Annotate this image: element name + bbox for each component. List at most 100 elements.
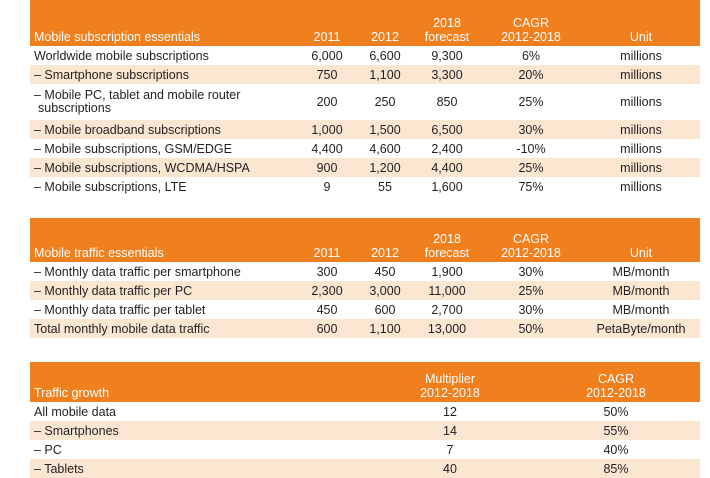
table-cell: 2,400 [431, 141, 463, 156]
header-cell: Traffic growth [30, 362, 368, 402]
table-cell: millions [620, 95, 662, 109]
row-label: – Mobile subscriptions, LTE [34, 179, 187, 194]
table-cell: MB/month [612, 264, 670, 279]
table-cell: -10% [516, 141, 546, 156]
table-cell: 300 [316, 264, 338, 279]
table-row: – Smartphone subscriptions 750 1,100 3,3… [30, 65, 700, 84]
table-cell: 55% [532, 421, 700, 440]
table-cell: 6,000 [311, 48, 343, 63]
header-cell: Mobile traffic essentials [30, 218, 298, 262]
traffic-essentials-table: Mobile traffic essentials 2011 2012 2018… [30, 218, 700, 338]
table-spacer [30, 196, 700, 218]
table-cell: 2,300 [298, 281, 356, 300]
table-row: – Mobile subscriptions, LTE 9 55 1,600 7… [30, 177, 700, 196]
row-label: – Monthly data traffic per PC [30, 281, 298, 300]
header-cell: 2012 [356, 218, 414, 262]
table-row: – Tablets 40 85% [30, 459, 700, 478]
table-cell: 200 [316, 95, 338, 109]
table-cell: millions [582, 65, 700, 84]
table-row: – Mobile broadband subscriptions 1,000 1… [30, 120, 700, 139]
table-cell: 13,000 [414, 319, 480, 338]
row-label: Total monthly mobile data traffic [30, 319, 298, 338]
table-cell: 6,600 [369, 48, 401, 63]
table-row: – Smartphones 14 55% [30, 421, 700, 440]
header-cell: 2018 forecast [414, 218, 480, 262]
row-label: – Smartphone subscriptions [30, 65, 298, 84]
table-cell: 250 [374, 95, 396, 109]
table-cell: 11,000 [414, 281, 480, 300]
row-label: – Monthly data traffic per smartphone [34, 264, 241, 279]
table-cell: 30% [518, 264, 544, 279]
table-cell: millions [582, 158, 700, 177]
table-header-row: Mobile subscription essentials 2011 2012… [30, 0, 700, 46]
table-row: All mobile data 12 50% [30, 402, 700, 421]
table-cell: 3,300 [414, 65, 480, 84]
table-cell: 20% [480, 65, 582, 84]
table-spacer [30, 338, 700, 362]
table-cell: 3,000 [356, 281, 414, 300]
header-cell: 2011 [298, 0, 356, 46]
table-cell: 25% [480, 281, 582, 300]
header-cell: CAGR 2012-2018 [480, 0, 582, 46]
table-cell: 1,600 [431, 179, 463, 194]
table-cell: 75% [518, 179, 544, 194]
table-cell: 600 [298, 319, 356, 338]
table-cell: 7 [446, 442, 454, 457]
table-cell: 2,700 [431, 302, 463, 317]
table-cell: 4,400 [311, 141, 343, 156]
header-cell: Unit [582, 218, 700, 262]
table-cell: PetaByte/month [582, 319, 700, 338]
table-cell: millions [582, 120, 700, 139]
table-row: – Monthly data traffic per tablet 450 60… [30, 300, 700, 319]
header-cell: Multiplier 2012-2018 [368, 362, 532, 402]
table-cell: 450 [316, 302, 338, 317]
table-cell: millions [620, 48, 662, 63]
table-row: – Mobile subscriptions, WCDMA/HSPA 900 1… [30, 158, 700, 177]
table-cell: 25% [480, 158, 582, 177]
table-cell: 25% [518, 95, 544, 109]
table-cell: 40% [603, 442, 629, 457]
table-header-row: Traffic growth Multiplier 2012-2018 CAGR… [30, 362, 700, 402]
header-cell: 2012 [356, 0, 414, 46]
table-cell: 30% [480, 120, 582, 139]
table-cell: 9,300 [431, 48, 463, 63]
header-cell: CAGR 2012-2018 [480, 218, 582, 262]
row-label: Worldwide mobile subscriptions [34, 48, 209, 63]
table-row: – PC 7 40% [30, 440, 700, 459]
table-cell: 750 [298, 65, 356, 84]
header-cell: 2011 [298, 218, 356, 262]
row-label: All mobile data [34, 404, 116, 419]
table-row: Total monthly mobile data traffic 600 1,… [30, 319, 700, 338]
traffic-growth-table: Traffic growth Multiplier 2012-2018 CAGR… [30, 362, 700, 478]
row-label: – Mobile subscriptions, WCDMA/HSPA [30, 158, 298, 177]
table-cell: 850 [436, 95, 458, 109]
table-row: – Monthly data traffic per PC 2,300 3,00… [30, 281, 700, 300]
table-cell: 6% [521, 48, 541, 63]
table-cell: 9 [323, 179, 331, 194]
header-cell: Mobile subscription essentials [30, 0, 298, 46]
table-cell: 30% [518, 302, 544, 317]
table-cell: 1,200 [356, 158, 414, 177]
table-cell: 85% [532, 459, 700, 478]
table-cell: 55 [378, 179, 392, 194]
table-cell: millions [620, 179, 662, 194]
header-cell: 2018 forecast [414, 0, 480, 46]
table-cell: 50% [603, 404, 629, 419]
table-cell: 450 [374, 264, 396, 279]
table-cell: 1,900 [431, 264, 463, 279]
row-label: – Mobile subscriptions, GSM/EDGE [34, 141, 232, 156]
row-label: – Smartphones [30, 421, 368, 440]
table-cell: 4,400 [414, 158, 480, 177]
table-cell: 1,100 [356, 65, 414, 84]
subscription-essentials-table: Mobile subscription essentials 2011 2012… [30, 0, 700, 196]
table-row: Worldwide mobile subscriptions 6,000 6,6… [30, 46, 700, 65]
table-cell: 1,500 [356, 120, 414, 139]
row-label: – Monthly data traffic per tablet [34, 302, 206, 317]
row-label: – Mobile PC, tablet and mobile router su… [34, 88, 241, 115]
table-cell: 14 [368, 421, 532, 440]
table-cell: MB/month [582, 281, 700, 300]
table-row: – Mobile PC, tablet and mobile router su… [30, 84, 700, 120]
table-row: – Monthly data traffic per smartphone 30… [30, 262, 700, 281]
table-header-row: Mobile traffic essentials 2011 2012 2018… [30, 218, 700, 262]
table-cell: 40 [368, 459, 532, 478]
